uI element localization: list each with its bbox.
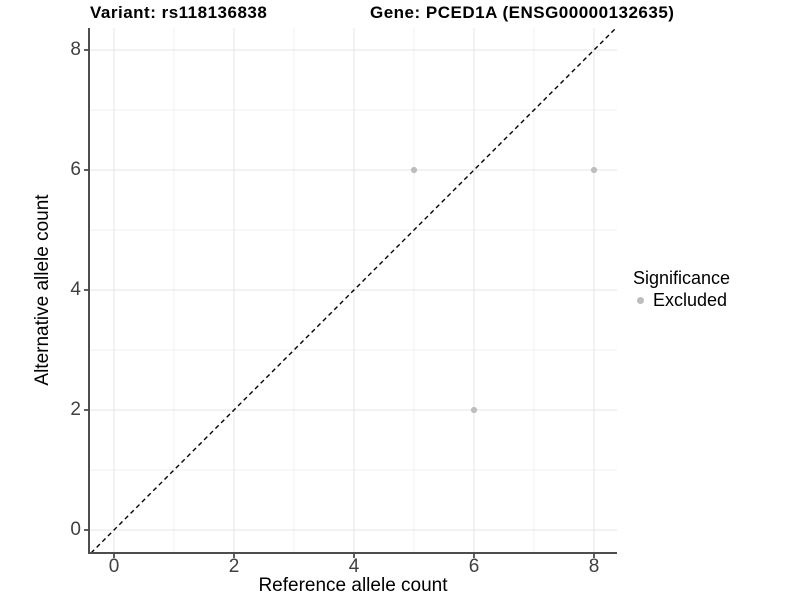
legend-title: Significance (633, 268, 731, 288)
y-tick-label: 8 (70, 39, 81, 60)
y-tick-label: 0 (70, 519, 81, 540)
x-tick-label: 6 (468, 556, 480, 577)
y-tick-label: 6 (70, 159, 81, 180)
legend-item-label: Excluded (653, 289, 728, 310)
y-tick-label: 2 (70, 399, 81, 420)
data-point (410, 166, 418, 174)
x-tick-label: 8 (588, 556, 600, 577)
data-point (590, 166, 598, 174)
data-point (470, 406, 478, 414)
identity-dashed-line (90, 27, 617, 554)
y-tick-label: 4 (70, 279, 81, 300)
legend: Excluded (637, 289, 727, 311)
x-axis-title: Reference allele count (258, 575, 448, 596)
plot-title-variant: Variant: rs118136838 (90, 3, 268, 22)
x-tick-label: 4 (348, 556, 360, 577)
legend-item: Excluded (637, 289, 727, 311)
plot-title-gene: Gene: PCED1A (ENSG00000132635) (370, 3, 675, 22)
x-tick-label: 2 (228, 556, 240, 577)
x-tick-label: 0 (108, 556, 120, 577)
y-axis-title: Alternative allele count (32, 194, 53, 386)
legend-key-dot-icon (637, 296, 644, 304)
